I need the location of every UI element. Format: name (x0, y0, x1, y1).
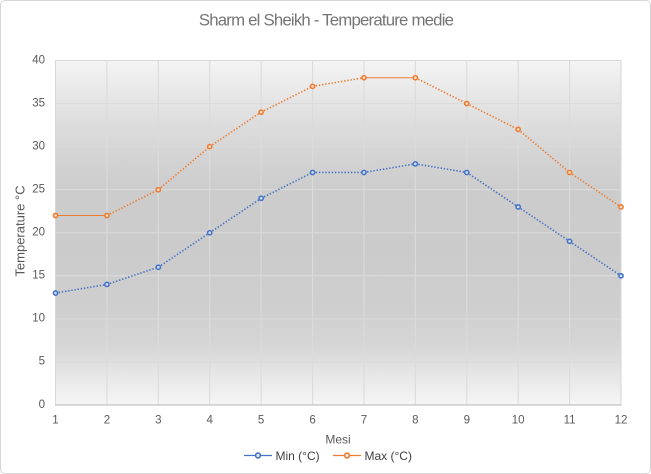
svg-text:35: 35 (32, 97, 45, 109)
svg-text:Min (°C): Min (°C) (276, 449, 320, 463)
svg-text:4: 4 (207, 415, 214, 427)
svg-text:25: 25 (32, 183, 45, 195)
svg-text:6: 6 (309, 415, 315, 427)
svg-text:Max (°C): Max (°C) (365, 449, 412, 463)
svg-text:Mesi: Mesi (325, 433, 350, 447)
svg-text:0: 0 (39, 399, 45, 411)
svg-text:5: 5 (258, 415, 264, 427)
svg-text:2: 2 (104, 415, 110, 427)
svg-text:9: 9 (464, 415, 470, 427)
svg-text:40: 40 (32, 54, 45, 66)
svg-text:11: 11 (564, 415, 576, 427)
svg-text:12: 12 (615, 415, 628, 427)
svg-text:10: 10 (512, 415, 525, 427)
svg-text:20: 20 (32, 227, 45, 239)
svg-text:3: 3 (155, 415, 161, 427)
svg-text:8: 8 (412, 415, 418, 427)
svg-text:15: 15 (32, 270, 45, 282)
svg-text:Temperature °C: Temperature °C (13, 185, 28, 276)
svg-text:10: 10 (32, 313, 45, 325)
svg-text:1: 1 (52, 415, 58, 427)
svg-text:5: 5 (39, 356, 45, 368)
svg-text:7: 7 (361, 415, 367, 427)
svg-text:30: 30 (32, 140, 45, 152)
svg-text:Sharm el Sheikh - Temperature: Sharm el Sheikh - Temperature medie (199, 10, 454, 29)
